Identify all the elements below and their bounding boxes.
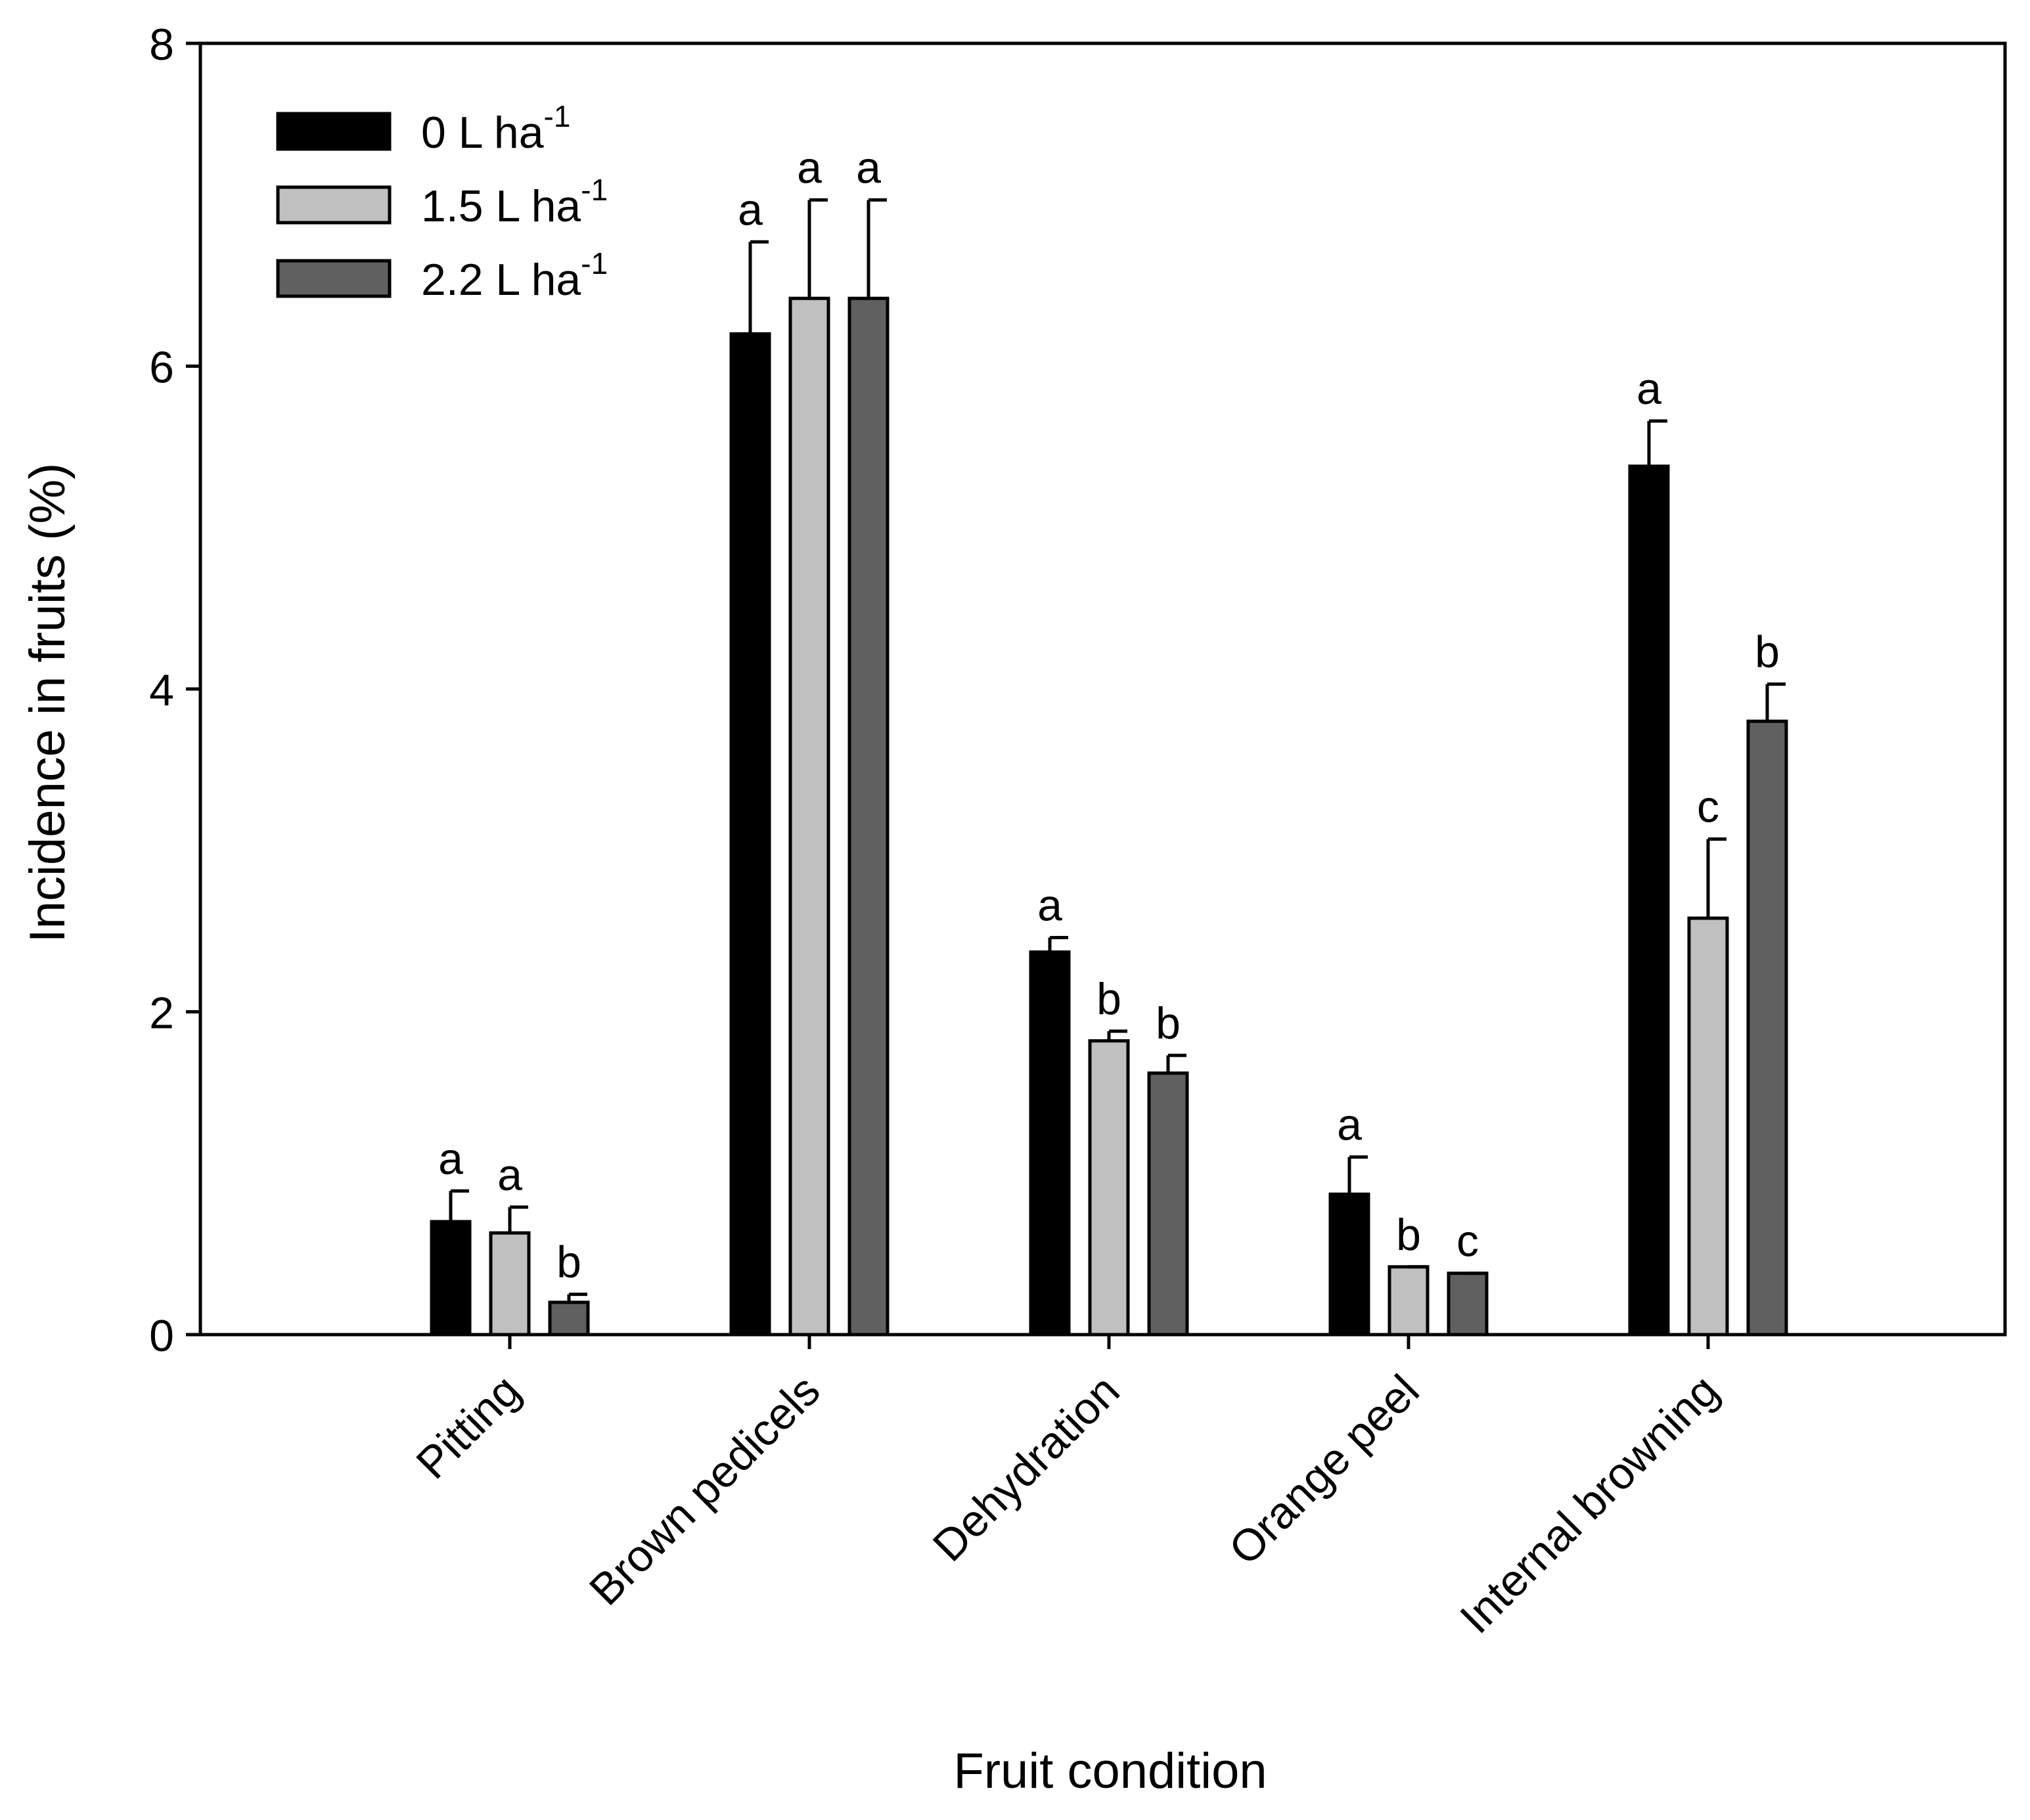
significance-letter: a xyxy=(856,143,881,192)
y-tick-label: 2 xyxy=(149,988,174,1038)
y-tick-label: 8 xyxy=(149,20,174,70)
significance-letter: a xyxy=(438,1134,463,1184)
legend-label: 2.2 L ha-1 xyxy=(421,246,608,305)
legend-superscript: -1 xyxy=(544,99,571,133)
significance-letter: b xyxy=(1096,974,1121,1024)
legend-label: 0 L ha-1 xyxy=(421,99,570,158)
bar xyxy=(1447,1272,1489,1337)
x-tick-label: Dehydration xyxy=(924,1365,1129,1571)
legend-label: 1.5 L ha-1 xyxy=(421,173,608,231)
bar xyxy=(788,296,830,1337)
significance-letter: b xyxy=(1755,627,1780,677)
bar xyxy=(1088,1039,1130,1337)
bar xyxy=(1147,1071,1189,1337)
bar xyxy=(1387,1265,1430,1337)
bar xyxy=(1746,719,1788,1337)
y-axis-title: Incidence in fruits (%) xyxy=(20,463,76,943)
bar xyxy=(729,332,771,1337)
y-tick-label: 4 xyxy=(149,665,174,715)
legend-swatch xyxy=(276,185,392,225)
significance-letter: b xyxy=(1396,1210,1421,1260)
legend: 0 L ha-1 1.5 L ha-1 2.2 L ha-1 xyxy=(276,99,608,305)
significance-letter: a xyxy=(738,185,763,234)
significance-letter: c xyxy=(1456,1216,1479,1266)
legend-swatch xyxy=(276,259,392,298)
significance-letter: b xyxy=(556,1237,581,1287)
significance-letter: a xyxy=(1636,364,1661,414)
bar xyxy=(1628,464,1670,1337)
significance-letter: c xyxy=(1697,782,1719,832)
significance-letter: a xyxy=(797,143,822,192)
bar xyxy=(847,296,890,1337)
bar xyxy=(1328,1192,1370,1337)
legend-swatch xyxy=(276,112,392,151)
x-tick-label: Pitting xyxy=(407,1365,530,1488)
significance-letter: a xyxy=(1037,880,1062,930)
y-tick-label: 0 xyxy=(149,1311,174,1361)
x-tick-label: Internal browning xyxy=(1451,1365,1728,1643)
significance-letter: a xyxy=(1337,1100,1362,1150)
x-tick-label: Orange peel xyxy=(1219,1365,1428,1574)
y-tick-label: 6 xyxy=(149,343,174,393)
bar xyxy=(430,1220,472,1337)
bar xyxy=(1687,916,1729,1337)
x-tick-label: Brown pedicels xyxy=(580,1365,830,1615)
bar xyxy=(1029,950,1071,1337)
bar xyxy=(489,1231,531,1337)
bar xyxy=(548,1300,590,1337)
x-axis-title: Fruit condition xyxy=(953,1743,1267,1799)
legend-superscript: -1 xyxy=(581,173,608,207)
significance-letter: a xyxy=(497,1150,522,1200)
legend-superscript: -1 xyxy=(581,246,608,280)
significance-letter: b xyxy=(1156,998,1181,1048)
